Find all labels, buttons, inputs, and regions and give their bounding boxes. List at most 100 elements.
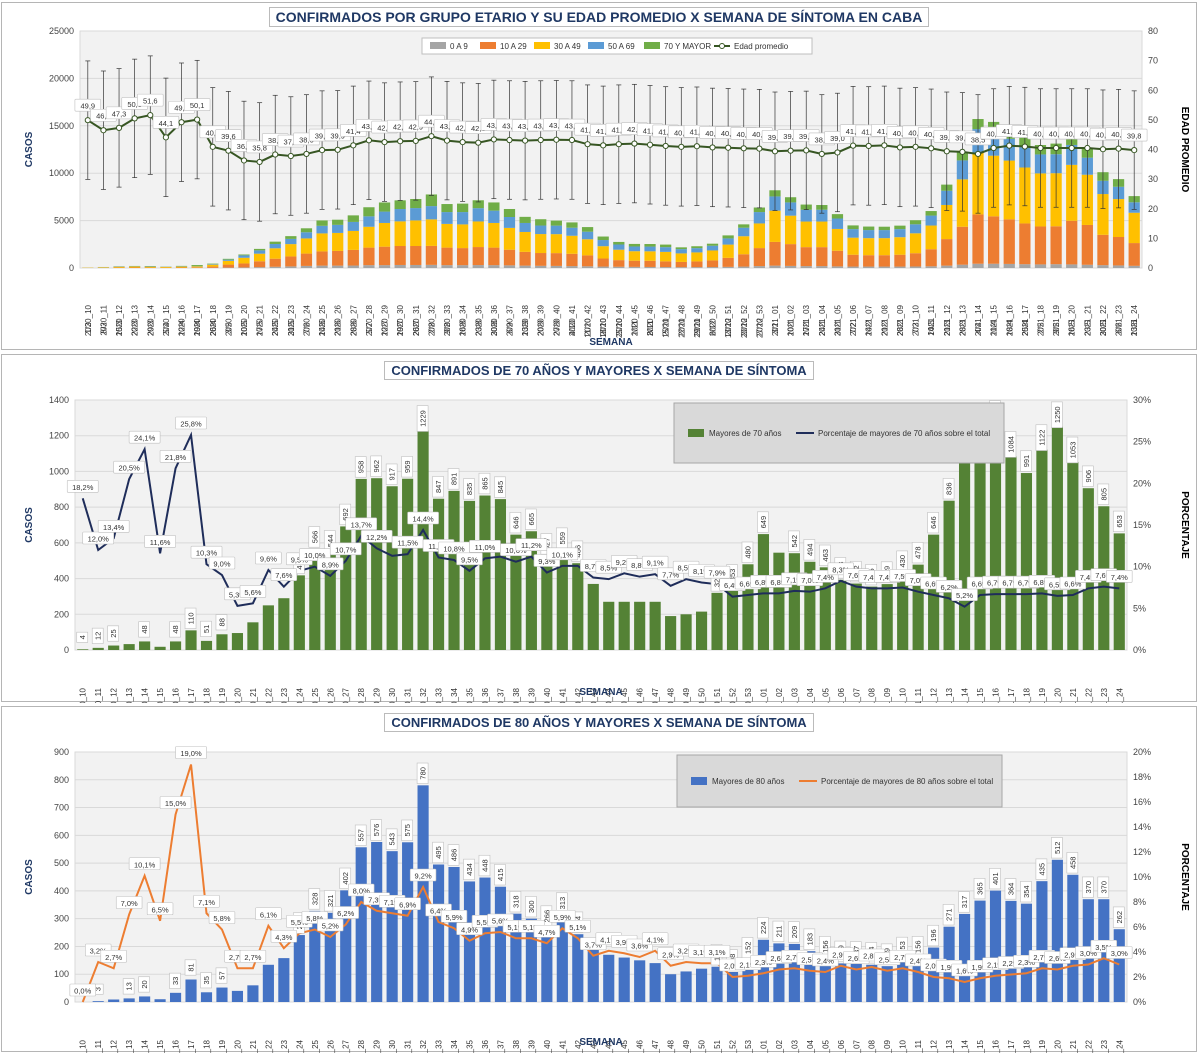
avg-age-point	[490, 136, 497, 143]
x-tick-label: 2020_47	[651, 687, 660, 703]
avg-age-label: 40,5	[1064, 130, 1079, 139]
bar-age-10-29	[800, 247, 812, 267]
date-tick-label: 5/7	[365, 322, 374, 334]
bar-age-70-plus	[613, 241, 625, 245]
bar-value-box	[107, 625, 119, 642]
bar-value-text: 906	[1084, 470, 1093, 483]
x-tick-label: 2020_45	[620, 687, 629, 703]
percentage-label: 25,8%	[180, 420, 202, 429]
bar-age-30-49	[519, 231, 531, 252]
bar	[603, 601, 615, 650]
bar	[742, 959, 754, 1002]
x-tick-label: 2020_51	[724, 304, 733, 336]
bar-age-10-29	[535, 253, 547, 266]
avg-age-label: 43,0	[440, 122, 455, 131]
date-tick-label: 29/11	[693, 318, 702, 338]
avg-age-label: 50,1	[190, 101, 205, 110]
x-tick-label: 2020_38	[512, 687, 521, 703]
bar	[139, 996, 151, 1002]
bar-age-50-69	[831, 218, 844, 229]
percentage-label-box	[128, 430, 161, 444]
avg-age-label: 38,5	[815, 135, 830, 144]
percentage-label: 9,1%	[647, 559, 664, 568]
date-tick-label: 11/10	[584, 318, 593, 338]
bar	[278, 958, 290, 1002]
percentage-label-box	[329, 542, 362, 556]
avg-age-point	[912, 143, 919, 150]
date-tick-label: 31/5	[287, 320, 296, 336]
x-tick-label: 2021_11	[914, 687, 923, 703]
percentage-label-box	[193, 894, 220, 908]
date-tick-label: 28/3	[958, 320, 967, 336]
bar-value-text: 364	[1006, 883, 1015, 896]
bar-value-text: 665	[527, 513, 536, 526]
bar-value-text: 692	[341, 508, 350, 521]
bar-value-text: 370	[1099, 881, 1108, 894]
bar	[866, 964, 878, 1002]
y-tick-label: 1200	[49, 431, 69, 441]
bar-value-box	[1035, 858, 1048, 880]
bar	[912, 564, 924, 650]
date-tick-label: 6/6	[1115, 322, 1124, 334]
percentage-label: 15,0%	[165, 799, 187, 808]
bar	[216, 987, 228, 1002]
avg-age-label: 46,5	[96, 112, 111, 121]
avg-age-label: 41,3	[846, 127, 861, 136]
bar-age-50-69	[457, 212, 469, 225]
avg-age-label: 44,1	[159, 119, 174, 128]
bar	[943, 500, 955, 650]
avg-age-point	[849, 142, 857, 149]
bar-value-label: 805	[1097, 483, 1110, 505]
bar	[108, 645, 120, 650]
bar	[1051, 426, 1063, 650]
bar-value-box	[942, 478, 955, 500]
bar-value-label: 512	[1051, 837, 1063, 859]
y-tick-label: 200	[54, 941, 69, 951]
bar-value-text: 353	[728, 569, 737, 582]
bar-value-box	[525, 896, 537, 918]
percentage-label: 2,1%	[987, 960, 1004, 969]
avg-age-label-box	[74, 98, 102, 112]
y-tick-label: 400	[54, 886, 69, 896]
percentage-label-box	[703, 944, 731, 958]
bar-age-10-29	[972, 214, 984, 264]
avg-age-label: 50,5	[127, 100, 142, 109]
percentage-label: 10,7%	[335, 545, 357, 554]
percentage-label: 6,7%	[1002, 579, 1019, 588]
bar-value-label: 495	[432, 841, 444, 864]
bar-age-0-9	[394, 264, 406, 268]
percentage-label: 5,3%	[229, 590, 246, 599]
bar-age-70-plus	[581, 227, 594, 232]
bar-value-text: 458	[1068, 857, 1077, 870]
y2-tick-label: 80	[1148, 26, 1158, 36]
bar-age-0-9	[894, 266, 906, 268]
percentage-label: 2,4%	[817, 957, 834, 966]
bar-age-70-plus	[457, 203, 469, 213]
bar-age-0-9	[753, 266, 765, 268]
x-tick-label: 2021_02	[775, 1039, 784, 1053]
x-tick-label: 2020_49	[693, 304, 702, 336]
bar-value-label: 991	[1020, 450, 1032, 472]
bar-value-text: 156	[821, 940, 830, 953]
bar-age-0-9	[878, 266, 890, 268]
percentage-label: 3,1%	[708, 948, 725, 957]
bar-value-label: 48	[138, 621, 150, 638]
avg-age-point	[131, 115, 138, 122]
bar	[835, 579, 847, 650]
date-tick-label: 26/4	[209, 320, 218, 336]
bar-age-70-plus	[566, 222, 578, 228]
x-tick-label: 2020_41	[558, 687, 567, 703]
x-tick-label: 2021_24	[1130, 304, 1139, 336]
x-tick-label: 2020_12	[110, 687, 119, 703]
bar-value-text: 321	[326, 895, 335, 908]
x-tick-label: 2020_49	[682, 687, 691, 703]
bar	[572, 934, 584, 1002]
percentage-label: 3,1%	[693, 948, 710, 957]
bar-value-label: 211	[772, 920, 785, 942]
bar-age-50-69	[300, 232, 313, 239]
bar-age-50-69	[207, 264, 219, 265]
bar-value-label: 317	[958, 891, 970, 913]
avg-age-label: 38,5	[971, 135, 986, 144]
legend-label: Mayores de 80 años	[712, 777, 785, 786]
bar	[649, 601, 661, 650]
